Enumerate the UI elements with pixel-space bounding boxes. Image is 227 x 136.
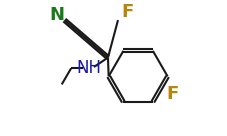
Text: F: F (121, 3, 133, 21)
Text: N: N (49, 6, 64, 24)
Text: NH: NH (76, 59, 101, 77)
Text: F: F (166, 85, 178, 103)
